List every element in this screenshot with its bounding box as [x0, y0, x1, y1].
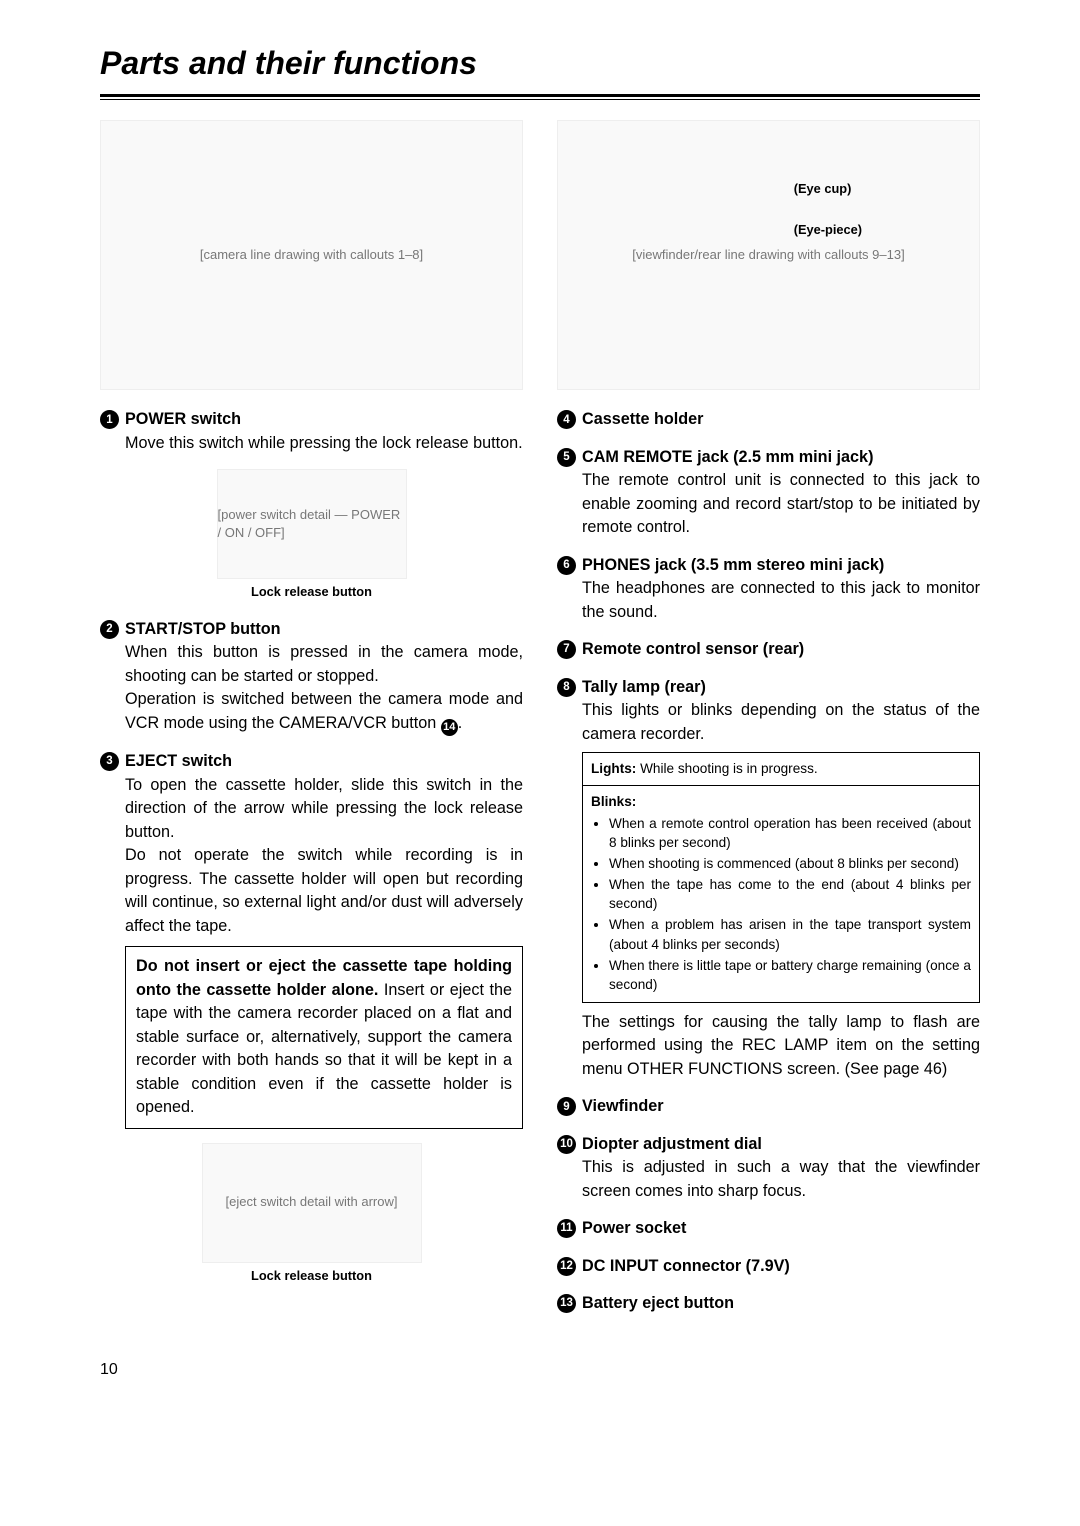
body-line: To open the cassette holder, slide this …: [125, 776, 523, 841]
item-title: Battery eject button: [582, 1292, 734, 1315]
callout-number-4: 4: [557, 410, 576, 429]
item-title: DC INPUT connector (7.9V): [582, 1255, 790, 1278]
callout-number-7: 7: [557, 640, 576, 659]
eject-switch-diagram: [eject switch detail with arrow]: [202, 1143, 422, 1263]
title-divider: [100, 94, 980, 100]
item-eject-switch: 3 EJECT switch To open the cassette hold…: [100, 750, 523, 1128]
body-line: Do not operate the switch while recordin…: [125, 846, 523, 934]
callout-number-inline-14: 14: [441, 719, 458, 736]
callout-number-1: 1: [100, 410, 119, 429]
lock-release-caption: Lock release button: [100, 583, 523, 602]
camera-diagram: [camera line drawing with callouts 1–8]: [100, 120, 523, 390]
page-number: 10: [100, 1358, 980, 1381]
item-body: To open the cassette holder, slide this …: [125, 774, 523, 938]
list-item: When shooting is commenced (about 8 blin…: [609, 854, 971, 874]
item-title: Tally lamp (rear): [582, 676, 706, 699]
callout-number-8: 8: [557, 678, 576, 697]
item-body: When this button is pressed in the camer…: [125, 641, 523, 736]
item-power-switch: 1 POWER switch Move this switch while pr…: [100, 408, 523, 455]
item-cam-remote-jack: 5 CAM REMOTE jack (2.5 mm mini jack) The…: [557, 446, 980, 540]
item-battery-eject: 13 Battery eject button: [557, 1292, 980, 1315]
list-item: When the tape has come to the end (about…: [609, 875, 971, 914]
item-remote-sensor: 7 Remote control sensor (rear): [557, 638, 980, 661]
item-title: CAM REMOTE jack (2.5 mm mini jack): [582, 446, 873, 469]
item-body: This lights or blinks depending on the s…: [582, 699, 980, 746]
callout-number-12: 12: [557, 1257, 576, 1276]
item-body: The remote control unit is connected to …: [582, 469, 980, 539]
callout-number-6: 6: [557, 556, 576, 575]
callout-number-10: 10: [557, 1135, 576, 1154]
body-line: .: [458, 714, 463, 732]
two-column-layout: [camera line drawing with callouts 1–8] …: [100, 120, 980, 1329]
callout-number-3: 3: [100, 752, 119, 771]
callout-number-13: 13: [557, 1294, 576, 1313]
item-title: POWER switch: [125, 408, 241, 431]
item-tally-lamp: 8 Tally lamp (rear) This lights or blink…: [557, 676, 980, 1082]
viewfinder-diagram: [viewfinder/rear line drawing with callo…: [557, 120, 980, 390]
list-item: When a problem has arisen in the tape tr…: [609, 915, 971, 954]
eye-cup-label: (Eye cup): [794, 180, 852, 199]
tally-lamp-table: Lights: While shooting is in progress. B…: [582, 752, 980, 1003]
item-body: This is adjusted in such a way that the …: [582, 1156, 980, 1203]
item-title: Cassette holder: [582, 408, 703, 431]
item-title: Power socket: [582, 1217, 686, 1240]
lights-label: Lights:: [591, 761, 636, 776]
callout-number-9: 9: [557, 1097, 576, 1116]
item-title: START/STOP button: [125, 618, 281, 641]
callout-number-11: 11: [557, 1219, 576, 1238]
item-power-socket: 11 Power socket: [557, 1217, 980, 1240]
diagram-placeholder-text: [viewfinder/rear line drawing with callo…: [632, 246, 904, 265]
eye-piece-label: (Eye-piece): [794, 221, 862, 240]
blinks-label: Blinks:: [591, 792, 971, 812]
callout-number-5: 5: [557, 448, 576, 467]
item-viewfinder: 9 Viewfinder: [557, 1095, 980, 1118]
item-title: Viewfinder: [582, 1095, 664, 1118]
item-title: EJECT switch: [125, 750, 232, 773]
lock-release-caption-2: Lock release button: [100, 1267, 523, 1286]
item-start-stop: 2 START/STOP button When this button is …: [100, 618, 523, 736]
item-title: Diopter adjustment dial: [582, 1133, 762, 1156]
lights-text: While shooting is in progress.: [636, 761, 817, 776]
item-body: Move this switch while pressing the lock…: [125, 432, 523, 455]
item-body: The headphones are connected to this jac…: [582, 577, 980, 624]
body-line: Operation is switched between the camera…: [125, 690, 523, 731]
power-switch-diagram: [power switch detail — POWER / ON / OFF]: [217, 469, 407, 579]
item-cassette-holder: 4 Cassette holder: [557, 408, 980, 431]
item-diopter-dial: 10 Diopter adjustment dial This is adjus…: [557, 1133, 980, 1203]
item-title: PHONES jack (3.5 mm stereo mini jack): [582, 554, 884, 577]
item-dc-input: 12 DC INPUT connector (7.9V): [557, 1255, 980, 1278]
page-title: Parts and their functions: [100, 40, 980, 86]
warning-body: Insert or eject the tape with the camera…: [136, 981, 512, 1116]
warning-box: Do not insert or eject the cassette tape…: [125, 946, 523, 1128]
list-item: When there is little tape or battery cha…: [609, 956, 971, 995]
blinks-list: When a remote control operation has been…: [591, 814, 971, 995]
callout-number-2: 2: [100, 620, 119, 639]
left-column: [camera line drawing with callouts 1–8] …: [100, 120, 523, 1329]
list-item: When a remote control operation has been…: [609, 814, 971, 853]
item-phones-jack: 6 PHONES jack (3.5 mm stereo mini jack) …: [557, 554, 980, 624]
body-line: When this button is pressed in the camer…: [125, 643, 523, 684]
blinks-row: Blinks: When a remote control operation …: [583, 785, 979, 1002]
item-body-after: The settings for causing the tally lamp …: [582, 1011, 980, 1081]
lights-row: Lights: While shooting is in progress.: [583, 753, 979, 785]
item-title: Remote control sensor (rear): [582, 638, 804, 661]
right-column: [viewfinder/rear line drawing with callo…: [557, 120, 980, 1329]
